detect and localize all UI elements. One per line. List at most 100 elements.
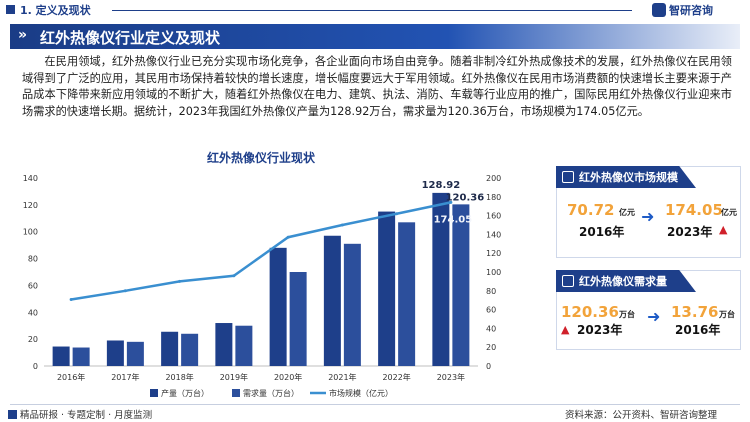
point-market-size	[286, 235, 290, 239]
legend-label: 产量（万台）	[161, 388, 209, 398]
bar-demand	[289, 272, 307, 366]
chevron-right-icon: »	[18, 27, 28, 43]
intro-paragraph: 在民用领域，红外热像仪行业已充分实现市场化竞争，各企业面向市场自由竞争。随着非制…	[22, 55, 732, 118]
market-2023-value: 174.05	[665, 201, 723, 219]
data-label: 174.05	[434, 214, 473, 225]
x-tick-label: 2016年	[57, 372, 85, 382]
y-right-tick-label: 0	[486, 362, 491, 371]
point-market-size	[69, 298, 73, 302]
footer-source: 资料来源：公开资料、智研咨询整理	[565, 410, 718, 421]
top-divider	[112, 10, 632, 11]
demand-2016-year: 2016年	[675, 323, 721, 337]
bar-demand	[235, 325, 253, 366]
legend-label: 市场规模（亿元）	[329, 388, 393, 398]
market-size-card: 红外热像仪市场规模 70.72 亿元 2016年 ➜ 174.05 亿元 202…	[556, 166, 741, 258]
data-label: 128.92	[422, 180, 461, 191]
market-size-card-title: 红外热像仪市场规模	[579, 171, 678, 184]
y-right-tick-label: 100	[486, 268, 501, 277]
x-tick-label: 2022年	[382, 372, 410, 382]
x-tick-label: 2019年	[220, 372, 248, 382]
y-left-tick-label: 120	[23, 201, 38, 210]
demand-card: 红外热像仪需求量 120.36 万台 ▲ 2023年 ➜ 13.76 万台 20…	[556, 270, 741, 350]
footer-marker-icon	[8, 410, 17, 419]
section-title: 1. 定义及现状	[20, 4, 91, 17]
y-right-tick-label: 60	[486, 306, 496, 315]
y-left-tick-label: 100	[23, 228, 38, 237]
y-right-tick-label: 40	[486, 324, 496, 333]
demand-2016-unit: 万台	[719, 310, 735, 319]
legend-swatch	[232, 389, 240, 397]
bar-production	[52, 346, 70, 366]
footer-bar: 精品研报 · 专题定制 · 月度监测 资料来源：公开资料、智研咨询整理	[0, 404, 750, 422]
bar-production	[106, 340, 124, 366]
y-right-tick-label: 80	[486, 287, 496, 296]
demand-2016-value: 13.76	[671, 303, 719, 321]
market-2016-year: 2016年	[579, 225, 625, 239]
market-2016-value: 70.72	[567, 201, 615, 219]
bar-demand	[181, 333, 199, 366]
top-bar: 1. 定义及现状	[0, 0, 750, 20]
bar-production	[432, 192, 450, 366]
y-left-tick-label: 40	[28, 308, 38, 317]
footer-left-text: 精品研报 · 专题定制 · 月度监测	[20, 410, 153, 421]
market-size-card-header: 红外热像仪市场规模	[556, 166, 696, 188]
market-2023-unit: 亿元	[721, 208, 737, 217]
footer-divider	[10, 404, 740, 405]
brand-logo: 智研咨询	[652, 2, 713, 18]
x-tick-label: 2017年	[111, 372, 139, 382]
y-right-tick-label: 160	[486, 212, 501, 221]
page-title: 红外热像仪行业定义及现状	[40, 29, 221, 47]
x-tick-label: 2021年	[328, 372, 356, 382]
x-tick-label: 2023年	[437, 372, 465, 382]
bar-production	[323, 235, 341, 366]
bar-production	[269, 247, 287, 366]
bar-production	[378, 211, 396, 366]
data-label: 120.36	[446, 192, 485, 203]
bar-production	[161, 331, 179, 366]
demand-card-header: 红外热像仪需求量	[556, 270, 696, 292]
y-right-tick-label: 200	[486, 174, 501, 183]
demand-2023-value: 120.36	[561, 303, 619, 321]
bar-demand	[452, 204, 470, 366]
industry-status-chart: 红外热像仪行业现状 0 20 40 60 80 100 120 140 0 20 40 60 80 100 1…	[23, 150, 502, 398]
bar-demand	[398, 222, 416, 366]
brand-logo-icon	[652, 3, 666, 17]
y-right-tick-label: 140	[486, 230, 501, 239]
point-market-size	[232, 274, 236, 278]
x-tick-label: 2020年	[274, 372, 302, 382]
chart-icon	[562, 275, 574, 287]
line-market-size	[70, 201, 452, 301]
bar-production	[215, 323, 233, 366]
y-right-tick-label: 120	[486, 249, 501, 258]
point-market-size	[123, 289, 127, 293]
demand-card-title: 红外热像仪需求量	[579, 275, 667, 288]
point-market-size	[395, 212, 399, 216]
point-market-size	[449, 200, 453, 204]
market-2016-unit: 亿元	[619, 208, 635, 217]
demand-2023-year: 2023年	[577, 323, 623, 337]
y-left-tick-label: 20	[28, 335, 38, 344]
section-marker-icon	[6, 5, 15, 14]
arrow-right-icon: ➜	[647, 307, 661, 326]
legend-swatch	[150, 389, 158, 397]
point-market-size	[340, 223, 344, 227]
market-2023-year: 2023年	[667, 225, 713, 239]
y-left-tick-label: 0	[33, 362, 38, 371]
y-right-tick-label: 180	[486, 193, 501, 202]
up-arrow-icon: ▲	[719, 223, 728, 236]
x-tick-label: 2018年	[165, 372, 193, 382]
footer-left: 精品研报 · 专题定制 · 月度监测	[8, 407, 152, 421]
bar-demand	[72, 347, 90, 366]
y-right-tick-label: 20	[486, 343, 496, 352]
demand-2023-unit: 万台	[619, 310, 635, 319]
point-market-size	[178, 279, 182, 283]
y-left-tick-label: 140	[23, 174, 38, 183]
y-left-tick-label: 60	[28, 281, 38, 290]
brand-logo-text: 智研咨询	[669, 4, 713, 17]
arrow-right-icon: ➜	[641, 207, 655, 226]
page-banner: » 红外热像仪行业定义及现状	[10, 24, 740, 49]
bar-demand	[343, 243, 361, 366]
up-arrow-icon: ▲	[561, 323, 570, 336]
bar-demand	[126, 341, 144, 366]
y-left-tick-label: 80	[28, 255, 38, 264]
